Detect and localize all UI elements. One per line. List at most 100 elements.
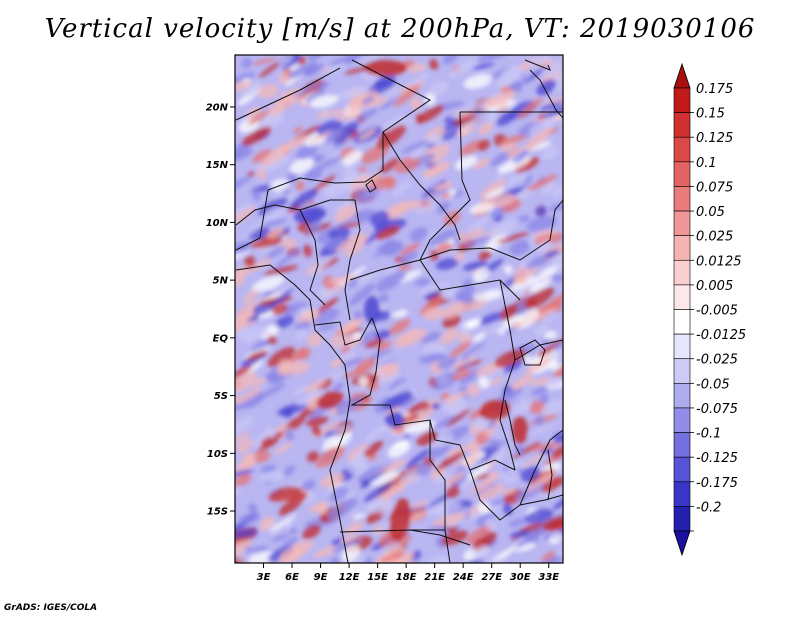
field-patch	[235, 454, 257, 473]
colorbar-swatch	[673, 432, 691, 458]
field-patch	[459, 139, 485, 156]
border-mozambique	[519, 429, 563, 506]
field-patch	[269, 288, 294, 308]
field-patch	[465, 524, 493, 544]
field-patch	[247, 110, 271, 125]
field-patch	[252, 57, 277, 65]
border-gabon-congo	[314, 317, 373, 346]
field-patch	[303, 379, 327, 393]
field-patch	[446, 445, 471, 457]
colorbar-swatch	[673, 358, 691, 384]
border-namibia-botswana	[444, 529, 451, 563]
field-patch	[296, 347, 311, 360]
field-patch	[238, 512, 261, 525]
field-patch	[439, 328, 459, 345]
lon-tick-label: 27E	[481, 572, 502, 583]
colorbar-label: -0.05	[696, 377, 730, 392]
colorbar-label: 0.125	[696, 131, 733, 146]
field-patch	[500, 65, 522, 83]
field-patch	[235, 299, 265, 321]
colorbar-swatch	[673, 481, 691, 507]
field-patch	[512, 275, 529, 285]
lat-tick-label: 20N	[206, 102, 229, 113]
field-patch	[467, 384, 480, 396]
field-strong-downdraft	[385, 412, 405, 428]
field-patch	[509, 239, 530, 256]
field-patch	[331, 537, 344, 546]
field-patch	[415, 105, 444, 124]
colorbar-swatch	[673, 161, 691, 187]
field-patch	[261, 144, 290, 167]
field-patch	[422, 176, 433, 183]
field-patch	[311, 425, 322, 437]
field-patch	[258, 197, 289, 216]
field-patch	[235, 81, 252, 92]
field-patch	[385, 551, 415, 563]
field-patch	[506, 146, 525, 158]
field-patch	[513, 150, 529, 164]
field-patch	[419, 298, 442, 316]
field-strong-updraft	[316, 391, 344, 409]
field-patch	[417, 282, 450, 296]
field-patch	[428, 59, 439, 70]
colorbar-label: 0.175	[696, 82, 733, 97]
field-patch	[334, 85, 369, 100]
field-patch	[305, 416, 329, 427]
field-patch	[314, 109, 349, 118]
field-patch	[485, 233, 506, 252]
field-patch	[440, 392, 450, 400]
field-patch	[307, 55, 323, 62]
field-patch	[494, 349, 527, 368]
field-patch	[252, 149, 272, 164]
field-patch	[260, 465, 277, 473]
field-patch	[370, 211, 390, 226]
field-patch	[527, 237, 538, 247]
field-patch	[278, 71, 293, 84]
field-patch	[338, 555, 368, 563]
field-patch	[473, 544, 491, 561]
field-patch	[517, 98, 543, 119]
field-patch	[399, 242, 421, 256]
field-patch	[535, 205, 547, 217]
field-patch	[278, 492, 307, 516]
field-patch	[309, 257, 332, 276]
field-patch	[388, 381, 411, 397]
field-patch	[445, 407, 471, 427]
field-patch	[357, 466, 383, 483]
map-frame	[234, 54, 564, 564]
field-patch	[365, 97, 390, 108]
field-patch	[432, 183, 454, 191]
field-patch	[376, 115, 406, 137]
field-patch	[263, 112, 284, 129]
field-patch	[541, 146, 559, 160]
field-patch	[274, 472, 284, 480]
field-patch	[375, 271, 407, 292]
field-patch	[241, 58, 253, 69]
field-patch	[474, 473, 492, 480]
field-patch	[392, 309, 408, 318]
field-patch	[414, 278, 431, 286]
field-patch	[410, 148, 424, 160]
field-patch	[485, 518, 496, 531]
border-angola-zambia	[410, 420, 446, 531]
lat-tick-label: 10N	[206, 218, 229, 229]
field-patch	[523, 356, 553, 376]
field-patch	[488, 193, 515, 208]
field-patch	[397, 395, 416, 408]
colorbar-label: 0.1	[696, 156, 717, 171]
colorbar-label: 0.005	[696, 279, 733, 294]
field-patch	[551, 58, 563, 72]
field-strong-updraft	[512, 416, 528, 444]
field-patch	[497, 315, 523, 335]
field-patch	[235, 250, 249, 264]
field-patch	[536, 305, 559, 321]
field-patch	[484, 325, 506, 335]
field-patch	[514, 444, 525, 455]
border-cameroon-car	[344, 199, 361, 321]
field-patch	[278, 546, 305, 563]
field-patch	[394, 84, 421, 107]
colorbar-label: -0.005	[696, 304, 738, 319]
field-patch	[463, 73, 493, 90]
field-patch	[392, 180, 412, 197]
field-patch	[310, 154, 325, 163]
